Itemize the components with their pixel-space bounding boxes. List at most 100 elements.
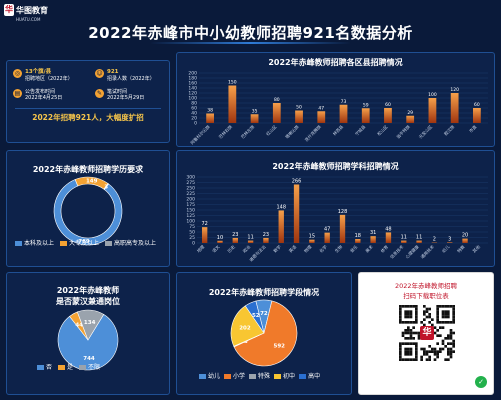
x-tick-label: 松山区 <box>376 123 390 137</box>
qr-module <box>415 355 418 359</box>
qr-module <box>415 358 418 361</box>
qr-module <box>415 321 418 324</box>
bilingual-chart-title-2: 是否蒙汉兼通岗位 <box>56 297 120 306</box>
qr-module <box>425 353 429 356</box>
bilingual-pie-chart: 744 44 134 <box>57 309 119 371</box>
y-tick-label: 60 <box>191 106 197 112</box>
qr-module <box>444 305 447 308</box>
qr-module <box>415 305 418 308</box>
qr-module <box>407 305 410 308</box>
bar-value-label: 150 <box>228 80 237 86</box>
qr-module <box>415 315 418 319</box>
stage-chart-panel: 2022年赤峰教师招聘学段情况 72 592 3 202 52 幼儿 小学 特殊 初中 … <box>176 272 352 395</box>
qr-module <box>404 310 407 313</box>
pie-slice <box>244 300 265 334</box>
info-panel: ◎ 13个旗/县 招聘地区（2022年） ☺ 921 招录人数（2022年） ▤… <box>6 60 170 143</box>
x-tick-label: 物理 <box>302 243 313 254</box>
qr-module <box>452 339 455 343</box>
bar <box>355 239 361 243</box>
qr-module <box>407 321 410 324</box>
pie-slice <box>57 314 119 371</box>
bar-value-label: 50 <box>296 105 302 111</box>
x-tick-label: 林西县 <box>331 123 345 137</box>
announcement-icon: ▤ <box>13 89 22 98</box>
pie-slice <box>230 305 265 347</box>
qr-module <box>412 331 415 335</box>
x-tick-label: 信息技术 <box>388 243 405 260</box>
y-tick-label: 225 <box>186 191 195 197</box>
qr-module <box>415 310 418 313</box>
bar-value-label: 80 <box>274 97 280 103</box>
qr-module <box>404 329 407 332</box>
qr-module <box>452 345 455 348</box>
qr-module <box>404 347 407 351</box>
qr-module <box>401 331 405 335</box>
qr-module <box>404 313 407 316</box>
qr-module <box>399 342 402 345</box>
y-tick-label: 25 <box>189 235 195 241</box>
education-donut-chart: 769 149 3 <box>53 176 123 246</box>
bar <box>370 236 376 243</box>
qr-module <box>436 355 439 359</box>
qr-module <box>399 321 402 324</box>
location-icon: ◎ <box>13 69 22 78</box>
legend-item: 高中 <box>299 371 320 380</box>
region-chart-title: 2022年赤峰教师招聘各区县招聘情况 <box>268 58 403 67</box>
bar <box>250 114 259 123</box>
bar-value-label: 23 <box>232 232 238 238</box>
bar <box>217 240 223 243</box>
x-tick-label: 地理 <box>195 243 206 254</box>
qr-module <box>444 321 447 324</box>
y-tick-label: 100 <box>188 96 197 102</box>
pie-slice <box>233 300 298 367</box>
bar <box>295 110 303 123</box>
qr-module <box>433 353 437 356</box>
qr-module <box>401 334 405 337</box>
qr-module <box>412 326 415 329</box>
y-tick-label: 200 <box>186 197 195 203</box>
qr-module <box>441 342 445 345</box>
y-tick-label: 0 <box>194 121 197 127</box>
qr-module <box>439 305 442 308</box>
qr-module <box>433 350 437 353</box>
qr-module <box>428 350 431 353</box>
qr-module <box>399 353 402 356</box>
y-tick-label: 160 <box>188 81 197 87</box>
qr-module <box>415 350 418 353</box>
qr-module <box>447 347 450 351</box>
qr-module <box>447 334 450 337</box>
qr-code[interactable]: 华 <box>399 305 455 361</box>
y-tick-label: 120 <box>188 91 197 97</box>
bar-value-label: 60 <box>474 102 480 108</box>
bilingual-chart-panel: 2022年赤峰教师 是否蒙汉兼通岗位 744 44 134 否 是 不限 <box>6 272 170 395</box>
qr-module <box>452 305 455 308</box>
qr-module <box>449 350 453 353</box>
bar-value-label: 2 <box>433 237 436 243</box>
qr-module <box>449 321 453 324</box>
qr-module <box>452 313 455 316</box>
qr-module <box>436 313 439 316</box>
bar <box>385 232 392 243</box>
y-tick-label: 40 <box>191 111 197 117</box>
qr-module <box>399 315 402 319</box>
qr-module <box>447 342 450 345</box>
qr-module <box>412 305 415 308</box>
bar <box>472 108 481 123</box>
bar <box>272 103 281 123</box>
y-tick-label: 0 <box>192 241 195 247</box>
qr-module <box>407 353 410 356</box>
qr-module <box>399 305 402 308</box>
qr-module <box>436 329 439 332</box>
x-tick-label: 生物 <box>333 243 344 254</box>
qr-module <box>415 331 418 335</box>
stage-legend: 幼儿 小学 特殊 初中 高中 <box>199 371 320 380</box>
qr-module <box>436 307 439 311</box>
qr-module <box>409 347 413 351</box>
y-tick-label: 80 <box>191 101 197 107</box>
qr-panel[interactable]: 2022年赤峰教师招聘 扫码下载职位表 华 ✓ <box>358 272 494 395</box>
bar <box>247 240 254 243</box>
subject-chart-panel: 2022年赤峰教师招聘学科招聘情况 0 25 50 75 100 125 150 175 200… <box>176 150 495 267</box>
qr-module <box>407 331 410 335</box>
bar-value-label: 73 <box>341 99 347 105</box>
